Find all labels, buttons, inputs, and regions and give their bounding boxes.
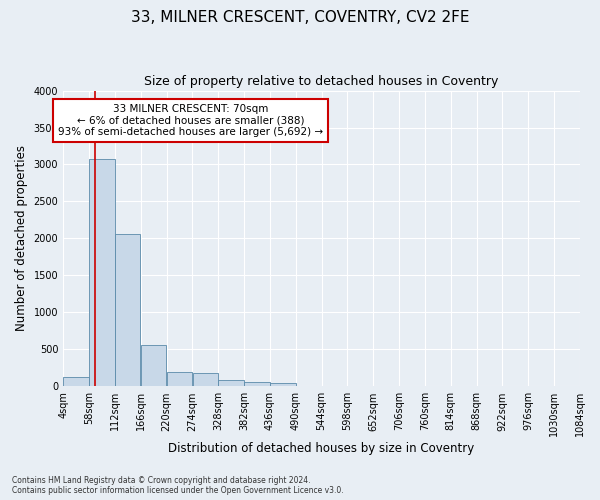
Bar xyxy=(167,372,192,386)
Text: 33 MILNER CRESCENT: 70sqm
← 6% of detached houses are smaller (388)
93% of semi-: 33 MILNER CRESCENT: 70sqm ← 6% of detach… xyxy=(58,104,323,137)
Text: Contains HM Land Registry data © Crown copyright and database right 2024.
Contai: Contains HM Land Registry data © Crown c… xyxy=(12,476,344,495)
Bar xyxy=(270,382,296,386)
Y-axis label: Number of detached properties: Number of detached properties xyxy=(15,146,28,332)
X-axis label: Distribution of detached houses by size in Coventry: Distribution of detached houses by size … xyxy=(169,442,475,455)
Bar xyxy=(141,345,166,387)
Bar xyxy=(115,234,140,386)
Bar xyxy=(64,376,89,386)
Text: 33, MILNER CRESCENT, COVENTRY, CV2 2FE: 33, MILNER CRESCENT, COVENTRY, CV2 2FE xyxy=(131,10,469,25)
Bar xyxy=(218,380,244,386)
Bar xyxy=(244,382,269,386)
Title: Size of property relative to detached houses in Coventry: Size of property relative to detached ho… xyxy=(145,75,499,88)
Bar xyxy=(193,372,218,386)
Bar xyxy=(89,158,115,386)
